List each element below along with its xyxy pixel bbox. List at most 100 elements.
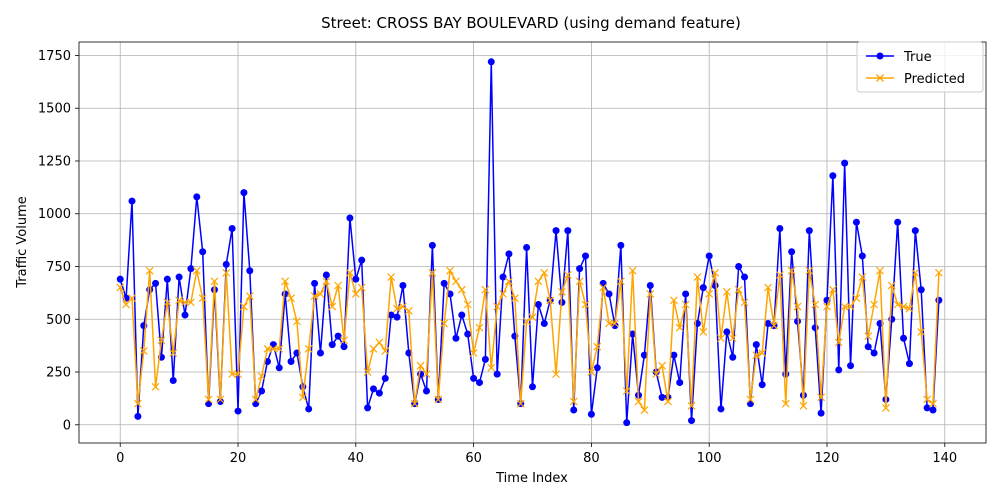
data-point-predicted — [399, 302, 407, 311]
data-point-true — [228, 225, 236, 233]
data-point-predicted — [793, 302, 802, 311]
data-point-true — [894, 218, 902, 226]
data-point-true — [741, 273, 749, 281]
data-point-predicted — [581, 300, 590, 309]
data-point-predicted — [917, 328, 926, 336]
data-point-predicted — [499, 290, 507, 298]
x-tick-label: 80 — [583, 451, 600, 466]
data-point-true — [587, 410, 595, 418]
data-point-true — [470, 374, 478, 382]
data-point-true — [240, 189, 248, 197]
data-point-predicted — [422, 370, 431, 379]
data-point-predicted — [652, 370, 661, 379]
data-point-true — [670, 351, 678, 359]
x-axis-label: Time Index — [495, 471, 568, 486]
data-point-true — [146, 286, 154, 294]
data-point-true — [246, 267, 254, 275]
data-point-predicted — [351, 290, 360, 298]
data-point-predicted — [622, 387, 631, 395]
x-tick-label: 100 — [697, 451, 722, 466]
data-point-true — [458, 311, 466, 319]
data-point-true — [905, 360, 913, 368]
data-point-true — [422, 387, 430, 395]
data-point-predicted — [204, 395, 213, 404]
data-point-predicted — [899, 302, 908, 311]
data-point-predicted — [357, 283, 366, 292]
data-point-true — [163, 275, 171, 283]
data-point-predicted — [858, 273, 867, 281]
data-point-predicted — [893, 300, 902, 309]
y-tick-label: 1500 — [38, 102, 71, 117]
data-point-predicted — [758, 349, 767, 357]
data-point-predicted — [510, 294, 519, 303]
data-point-predicted — [717, 334, 725, 343]
data-point-predicted — [128, 294, 136, 303]
data-point-predicted — [775, 271, 784, 279]
data-point-true — [688, 417, 696, 425]
data-point-true — [900, 334, 908, 342]
data-point-predicted — [263, 344, 272, 353]
data-point-predicted — [198, 294, 207, 303]
data-point-predicted — [228, 370, 237, 379]
data-point-predicted — [740, 298, 749, 307]
data-point-true — [752, 341, 760, 349]
data-point-predicted — [628, 266, 637, 275]
data-point-predicted — [116, 283, 125, 292]
data-point-predicted — [575, 277, 584, 286]
data-point-true — [505, 250, 513, 258]
data-point-predicted — [540, 268, 549, 277]
data-point-predicted — [711, 268, 720, 277]
data-point-true — [917, 286, 925, 294]
data-point-predicted — [139, 346, 148, 355]
data-point-true — [623, 419, 631, 427]
data-point-true — [776, 225, 784, 233]
data-point-predicted — [699, 328, 708, 336]
data-point-predicted — [428, 268, 437, 277]
data-point-predicted — [269, 344, 278, 353]
data-point-predicted — [664, 397, 672, 406]
data-point-predicted — [434, 395, 443, 404]
data-point-true — [852, 218, 860, 226]
data-point-predicted — [646, 290, 655, 298]
data-point-true — [493, 370, 501, 378]
data-point-predicted — [929, 399, 937, 408]
data-point-predicted — [746, 395, 755, 404]
data-point-true — [152, 279, 160, 287]
data-point-true — [841, 159, 849, 167]
data-point-true — [835, 366, 843, 374]
data-point-predicted — [216, 395, 225, 404]
data-point-predicted — [799, 401, 808, 410]
data-point-predicted — [440, 319, 449, 328]
data-point-predicted — [257, 372, 266, 381]
data-point-true — [234, 407, 242, 415]
data-point-true — [593, 364, 601, 372]
data-point-predicted — [375, 338, 384, 347]
data-point-predicted — [345, 268, 354, 277]
x-tick-label: 40 — [348, 451, 365, 466]
data-point-true — [128, 197, 136, 205]
plot-frame — [78, 41, 987, 444]
data-point-predicted — [505, 277, 513, 286]
data-point-true — [328, 341, 336, 349]
data-point-predicted — [281, 277, 290, 286]
data-point-predicted — [481, 285, 490, 294]
data-point-predicted — [251, 395, 260, 404]
data-point-true — [605, 290, 613, 298]
data-point-true — [617, 241, 625, 249]
data-point-predicted — [552, 370, 560, 379]
data-point-true — [576, 265, 584, 273]
data-point-predicted — [287, 294, 295, 303]
data-point-true — [935, 296, 943, 304]
data-point-true — [552, 227, 560, 235]
tick-layer: 0 20 40 60 80 100 120 140 0 250 500 750 1000 1250 1500… — [38, 49, 957, 466]
y-tick-label: 750 — [46, 260, 71, 275]
data-point-predicted — [887, 281, 896, 290]
data-point-predicted — [245, 292, 254, 300]
x-tick-label: 20 — [230, 451, 247, 466]
data-point-true — [629, 330, 637, 338]
data-point-predicted — [811, 300, 820, 309]
data-point-predicted — [363, 368, 372, 376]
data-point-predicted — [687, 401, 696, 410]
data-point-predicted — [369, 344, 378, 353]
